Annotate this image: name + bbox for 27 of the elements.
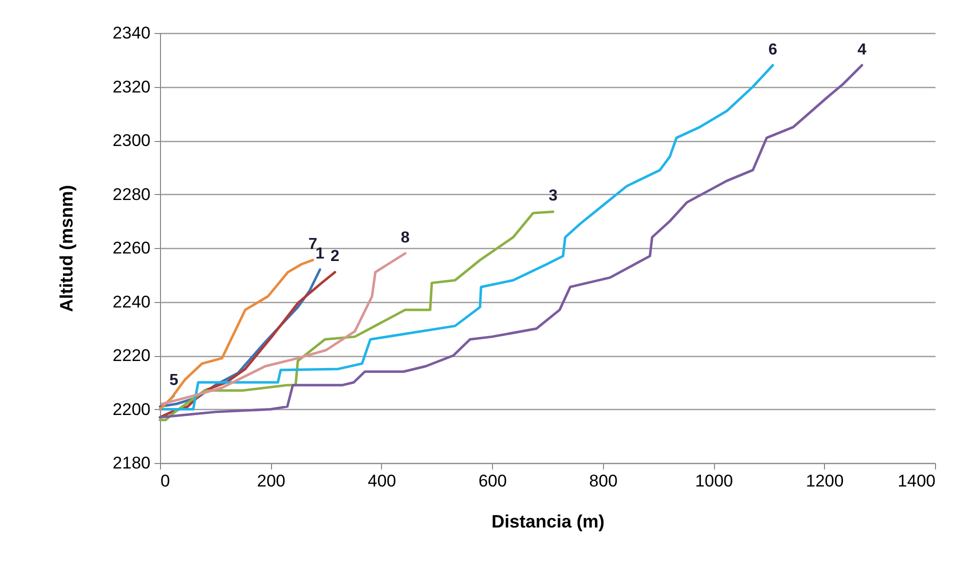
series-label: 2 [330,248,340,266]
series-label: 5 [169,372,178,389]
y-tick-label: 2320 [112,77,150,96]
series-label: 6 [768,41,778,58]
x-tick-label: 1400 [898,472,936,490]
y-tick-label: 2240 [112,292,150,312]
x-tick-label: 1000 [695,472,733,490]
y-tick-label: 2340 [112,24,150,42]
series-label: 1 [316,246,325,262]
series-label: 7 [308,236,318,254]
y-tick-label: 2280 [112,184,150,204]
y-tick-label: 2220 [112,346,150,365]
x-tick-label: 0 [160,472,170,490]
x-tick-label: 600 [478,472,507,490]
x-tick-label: 800 [589,472,618,490]
y-tick-label: 2260 [112,238,150,258]
y-tick-label: 2200 [112,400,150,419]
x-tick-label: 1200 [806,472,844,490]
y-axis-title: Altitud (msnm) [56,185,77,312]
x-axis-title: Distancia (m) [491,512,605,532]
x-tick-label: 200 [257,472,286,490]
series-label: 4 [857,41,866,58]
x-tick-label: 400 [368,472,396,490]
series-label: 3 [548,188,558,205]
y-tick-label: 2180 [112,454,150,472]
series-label: 8 [400,229,410,246]
y-tick-label: 2300 [112,131,150,150]
